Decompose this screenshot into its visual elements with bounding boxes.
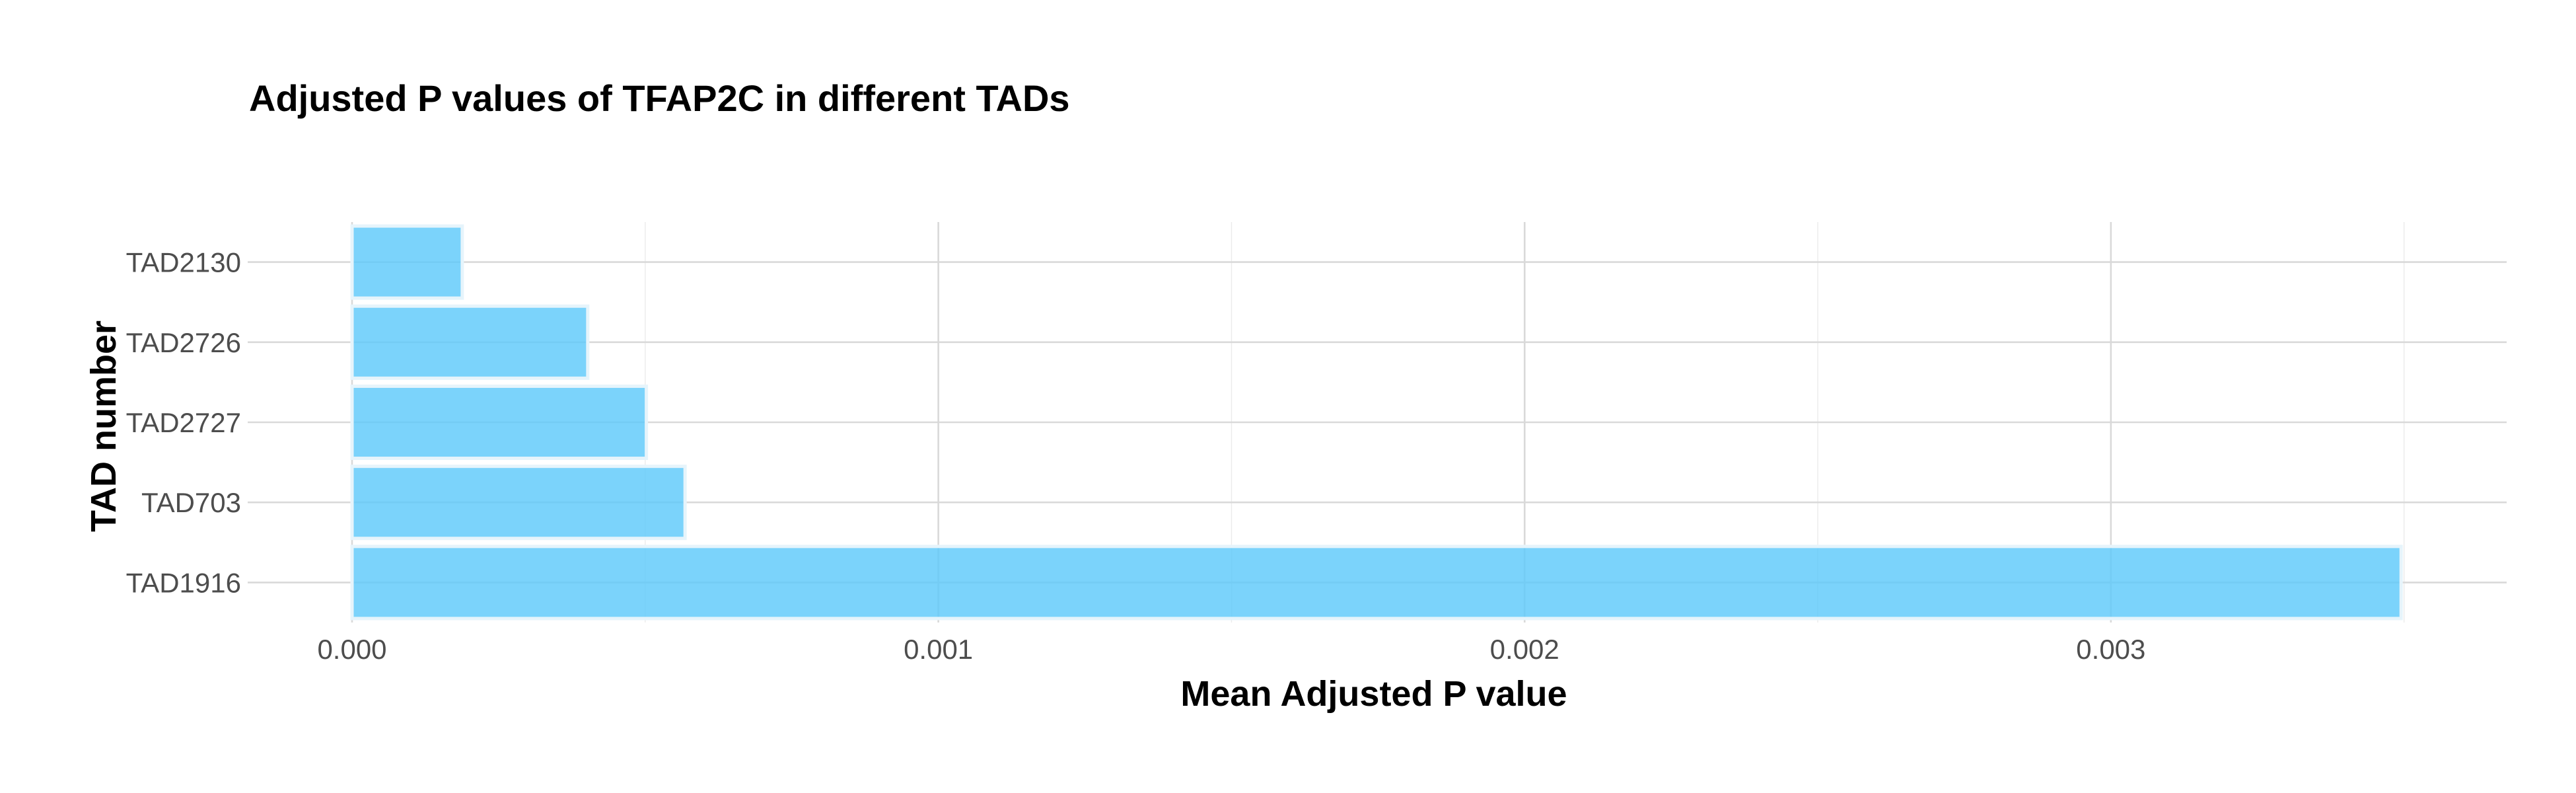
y-axis-tick-labels: TAD2130 TAD2726 TAD2727 TAD703 TAD1916 — [126, 247, 241, 599]
y-tick-label: TAD2727 — [126, 407, 241, 438]
y-tick-label: TAD2726 — [126, 327, 241, 358]
bar-tad1916 — [350, 545, 2403, 621]
x-tick-label: 0.003 — [2076, 634, 2145, 665]
bar-tad2726 — [350, 304, 590, 380]
x-tick-label: 0.002 — [1490, 634, 1559, 665]
y-tick-label: TAD703 — [141, 487, 241, 518]
bar-tad703 — [350, 465, 687, 541]
x-axis-title: Mean Adjusted P value — [1180, 674, 1567, 714]
chart-title: Adjusted P values of TFAP2C in different… — [249, 77, 1070, 119]
bar-tad2130 — [350, 224, 464, 300]
y-tick-label: TAD2130 — [126, 247, 241, 278]
x-tick-label: 0.001 — [904, 634, 973, 665]
x-axis-tick-labels: 0.000 0.001 0.002 0.003 — [317, 634, 2145, 665]
bar-tad2727 — [350, 384, 649, 461]
y-tick-label: TAD1916 — [126, 567, 241, 598]
y-axis-title: TAD number — [84, 321, 124, 532]
x-tick-label: 0.000 — [317, 634, 386, 665]
bars — [350, 224, 2403, 621]
